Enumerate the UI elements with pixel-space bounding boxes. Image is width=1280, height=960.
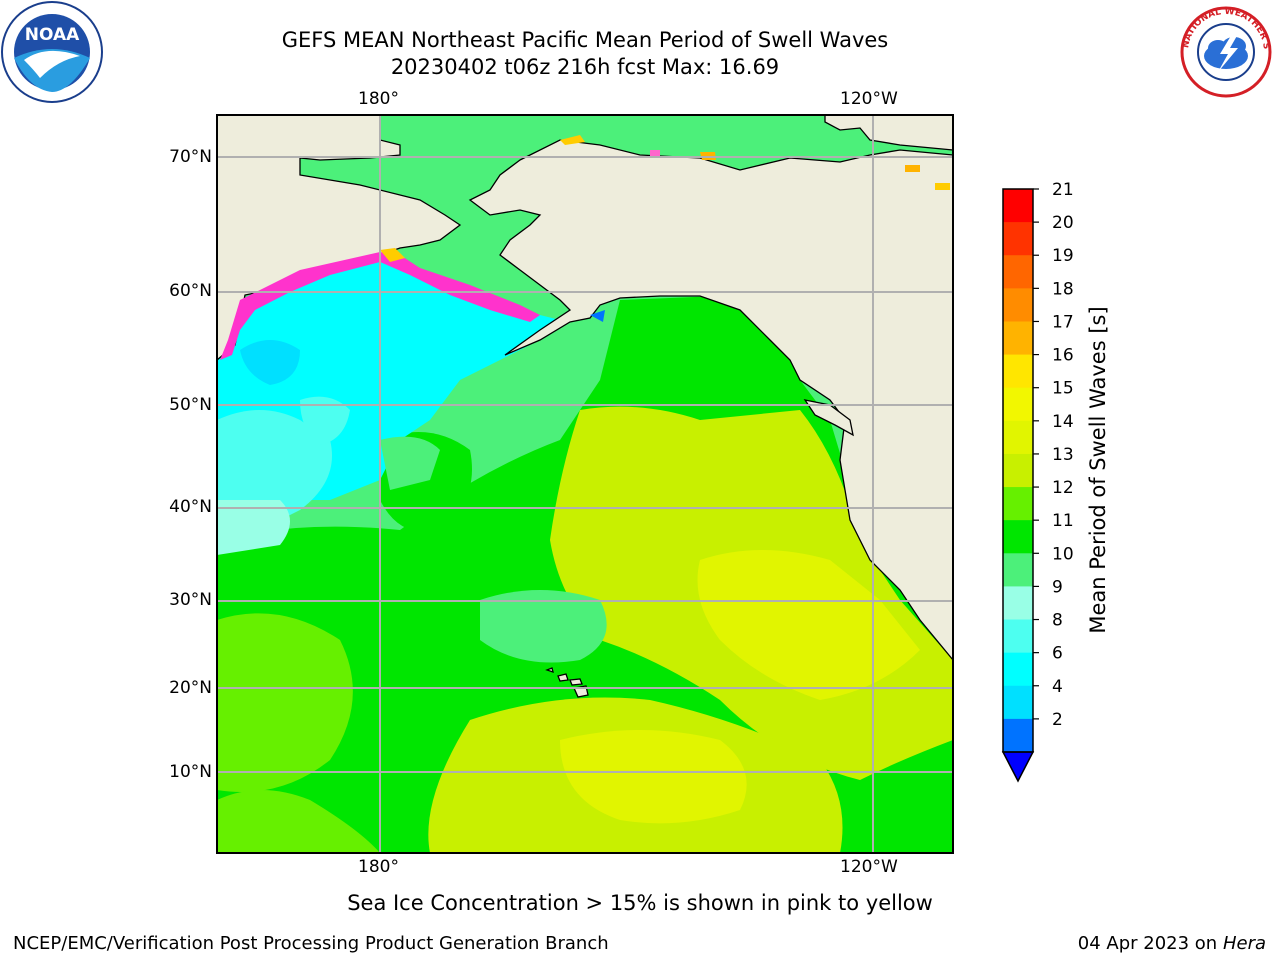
colorbar-swatch <box>1003 189 1033 223</box>
colorbar-tick-label: 11 <box>1052 511 1074 531</box>
colorbar-swatch <box>1003 586 1033 621</box>
colorbar-tick-label: 2 <box>1052 710 1063 730</box>
colorbar-swatches <box>1003 189 1033 753</box>
colorbar-swatch <box>1003 685 1033 720</box>
colorbar-tick-label: 10 <box>1052 544 1074 564</box>
footer-date-text: 04 Apr 2023 on <box>1077 933 1223 954</box>
lat-label-10n: 10°N <box>169 762 212 782</box>
map-subtitle: 20230402 t06z 216h fcst Max: 16.69 <box>390 55 780 79</box>
colorbar-tick-label: 9 <box>1052 577 1063 597</box>
colorbar-label: Mean Period of Swell Waves [s] <box>1086 306 1110 634</box>
colorbar-ticks: 21 20 19 18 17 16 15 14 13 12 11 10 9 8 6 4 2 <box>1033 180 1074 730</box>
top-lon-label-120w: 120°W <box>840 89 898 109</box>
nws-logo: NATIONAL WEATHER SERVICE <box>1174 4 1272 98</box>
colorbar-tick-label: 18 <box>1052 279 1074 299</box>
lat-label-40n: 40°N <box>169 497 212 517</box>
colorbar-tick-label: 13 <box>1052 445 1074 465</box>
lat-label-50n: 50°N <box>169 395 212 415</box>
colorbar-swatch <box>1003 652 1033 687</box>
lat-label-20n: 20°N <box>169 678 212 698</box>
noaa-logo: NOAA <box>1 1 103 103</box>
bottom-lon-label-180: 180° <box>358 857 399 877</box>
top-lon-label-180: 180° <box>358 89 399 109</box>
footer-host: Hera <box>1222 933 1266 954</box>
footer-date: 04 Apr 2023 on Hera <box>1078 933 1266 954</box>
colorbar-swatch <box>1003 553 1033 587</box>
colorbar-swatch <box>1003 288 1033 322</box>
colorbar-swatch <box>1003 387 1033 422</box>
colorbar-tick-label: 15 <box>1052 379 1074 399</box>
sea-ice-note: Sea Ice Concentration > 15% is shown in … <box>347 891 933 915</box>
colorbar-swatch <box>1003 453 1033 488</box>
colorbar-tick-label: 12 <box>1052 478 1074 498</box>
lat-label-70n: 70°N <box>169 147 212 167</box>
swell-period-regions <box>217 255 953 853</box>
colorbar-under-arrow <box>1001 751 1035 783</box>
colorbar-swatch <box>1003 222 1033 256</box>
colorbar-swatch <box>1003 321 1033 356</box>
colorbar-swatch <box>1003 354 1033 389</box>
colorbar-frame <box>1002 188 1034 753</box>
colorbar-swatch <box>1003 255 1033 289</box>
colorbar-tick-label: 17 <box>1052 312 1074 332</box>
colorbar-tick-label: 6 <box>1052 644 1063 664</box>
colorbar-tick-label: 19 <box>1052 246 1074 266</box>
graticule <box>217 115 953 853</box>
colorbar-tick-label: 8 <box>1052 611 1063 631</box>
land-masses <box>217 115 953 698</box>
colorbar-swatch <box>1003 420 1033 455</box>
colorbar-swatch <box>1003 619 1033 654</box>
colorbar-swatch <box>1003 520 1033 554</box>
lat-label-30n: 30°N <box>169 590 212 610</box>
bottom-lon-label-120w: 120°W <box>840 857 898 877</box>
lat-label-60n: 60°N <box>169 281 212 301</box>
colorbar-swatch <box>1003 718 1033 753</box>
colorbar-tick-label: 4 <box>1052 677 1063 697</box>
colorbar-tick-label: 20 <box>1052 213 1074 233</box>
colorbar-swatch <box>1003 487 1033 521</box>
footer-credit: NCEP/EMC/Verification Post Processing Pr… <box>13 933 609 954</box>
map-frame <box>216 114 954 854</box>
colorbar-tick-label: 16 <box>1052 346 1074 366</box>
colorbar-tick-label: 21 <box>1052 180 1074 200</box>
colorbar-tick-label: 14 <box>1052 412 1074 432</box>
noaa-logo-text: NOAA <box>25 25 80 45</box>
map-title: GEFS MEAN Northeast Pacific Mean Period … <box>281 28 889 52</box>
